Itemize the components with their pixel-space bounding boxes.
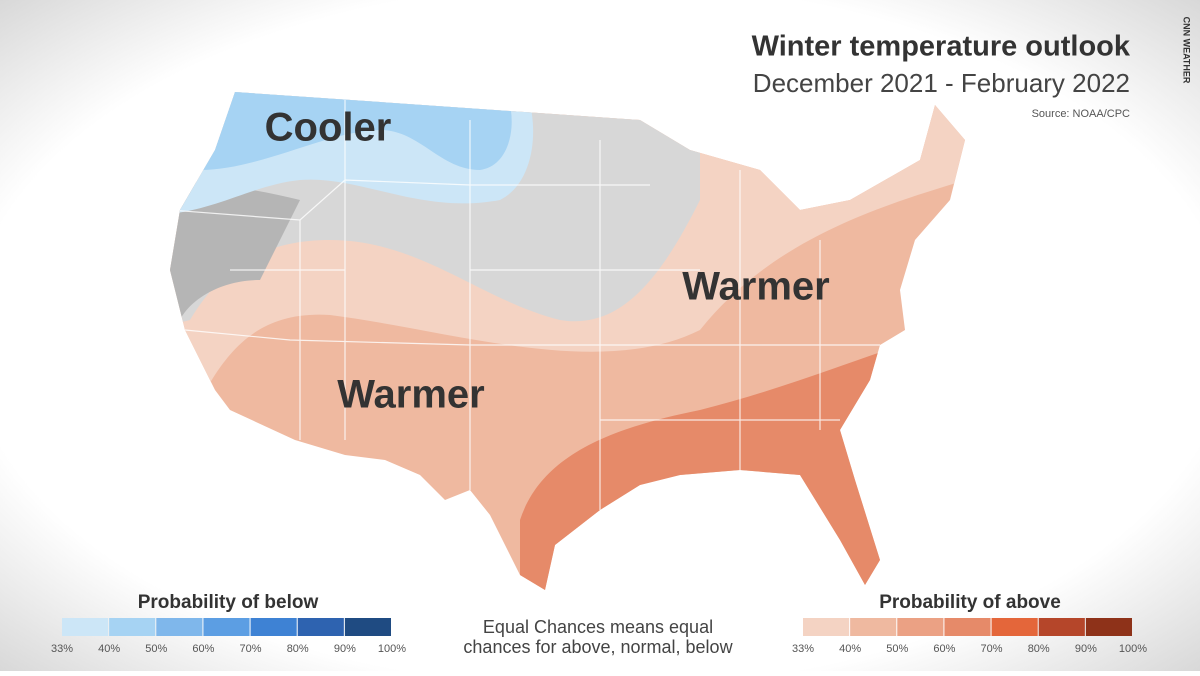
legend-label: 40% (839, 643, 861, 655)
legend-label: 33% (51, 643, 73, 655)
title: Winter temperature outlook (752, 31, 1131, 63)
legend-swatch (897, 618, 944, 636)
legend-swatch (344, 618, 391, 636)
legend-swatch (1085, 618, 1132, 636)
credit: CNN WEATHER (1182, 17, 1192, 84)
legend-title: Probability of above (879, 592, 1061, 613)
legend-label: 70% (981, 643, 1003, 655)
region-label: Cooler (265, 106, 392, 150)
legend-swatch (944, 618, 991, 636)
note: chances for above, normal, below (463, 637, 733, 657)
legend-label: 33% (792, 643, 814, 655)
legend-title: Probability of below (138, 592, 319, 613)
legend-swatch (62, 618, 109, 636)
legend-label: 100% (1119, 643, 1147, 655)
legend-swatch (991, 618, 1038, 636)
legend-swatch (297, 618, 344, 636)
source: Source: NOAA/CPC (1032, 108, 1130, 120)
legend-label: 80% (287, 643, 309, 655)
state-lines (170, 100, 880, 510)
region-label: Warmer (337, 373, 484, 417)
legend-label: 60% (933, 643, 955, 655)
legend-label: 40% (98, 643, 120, 655)
legend-label: 70% (240, 643, 262, 655)
legend-swatch (109, 618, 156, 636)
legend-label: 100% (378, 643, 406, 655)
legend-label: 50% (145, 643, 167, 655)
legend-label: 80% (1028, 643, 1050, 655)
legend-label: 50% (886, 643, 908, 655)
note: Equal Chances means equal (483, 617, 713, 637)
legend-label: 90% (1075, 643, 1097, 655)
legend-swatch (203, 618, 250, 636)
legend-swatch (250, 618, 297, 636)
legend-swatch (803, 618, 850, 636)
legend-swatch (850, 618, 897, 636)
legend-swatch (156, 618, 203, 636)
legend-label: 90% (334, 643, 356, 655)
legend-label: 60% (192, 643, 214, 655)
legend-swatch (1038, 618, 1085, 636)
region-label: Warmer (682, 265, 829, 309)
subtitle: December 2021 - February 2022 (753, 68, 1130, 98)
